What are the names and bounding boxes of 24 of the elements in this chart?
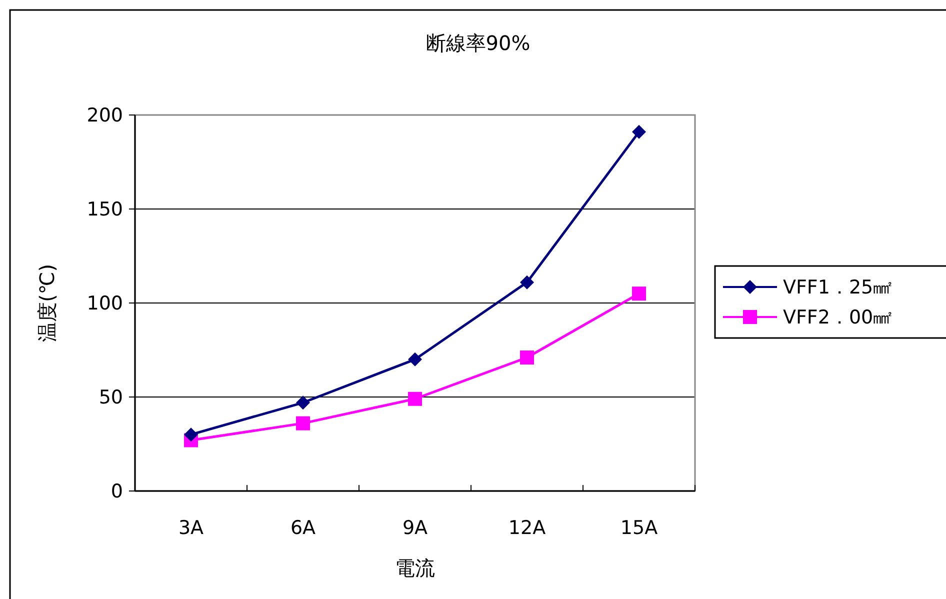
y-axis-title: 温度(℃) [35,264,59,342]
point [520,275,534,290]
point [520,350,534,365]
point [408,392,422,406]
x-tick-label: 9A [402,517,428,539]
x-tick-label: 3A [178,517,204,539]
y-tick-label: 50 [98,386,123,409]
point [632,124,646,139]
y-tick-label: 100 [86,292,123,315]
point [296,396,310,410]
x-tick-label: 6A [290,517,316,539]
y-tick-label: 150 [86,198,123,221]
point [184,428,198,442]
x-tick-label: 12A [508,517,546,539]
point [296,416,310,430]
y-tick-label: 200 [86,104,123,127]
x-axis-title: 電流 [395,556,435,580]
chart-title: 断線率90% [426,31,530,55]
x-tick-label: 15A [620,517,658,539]
y-tick-label: 0 [110,480,123,503]
point [408,352,422,366]
legend-label: VFF2．00㎟ [783,306,892,329]
point [632,286,646,301]
legend-label: VFF1．25㎟ [783,276,892,299]
